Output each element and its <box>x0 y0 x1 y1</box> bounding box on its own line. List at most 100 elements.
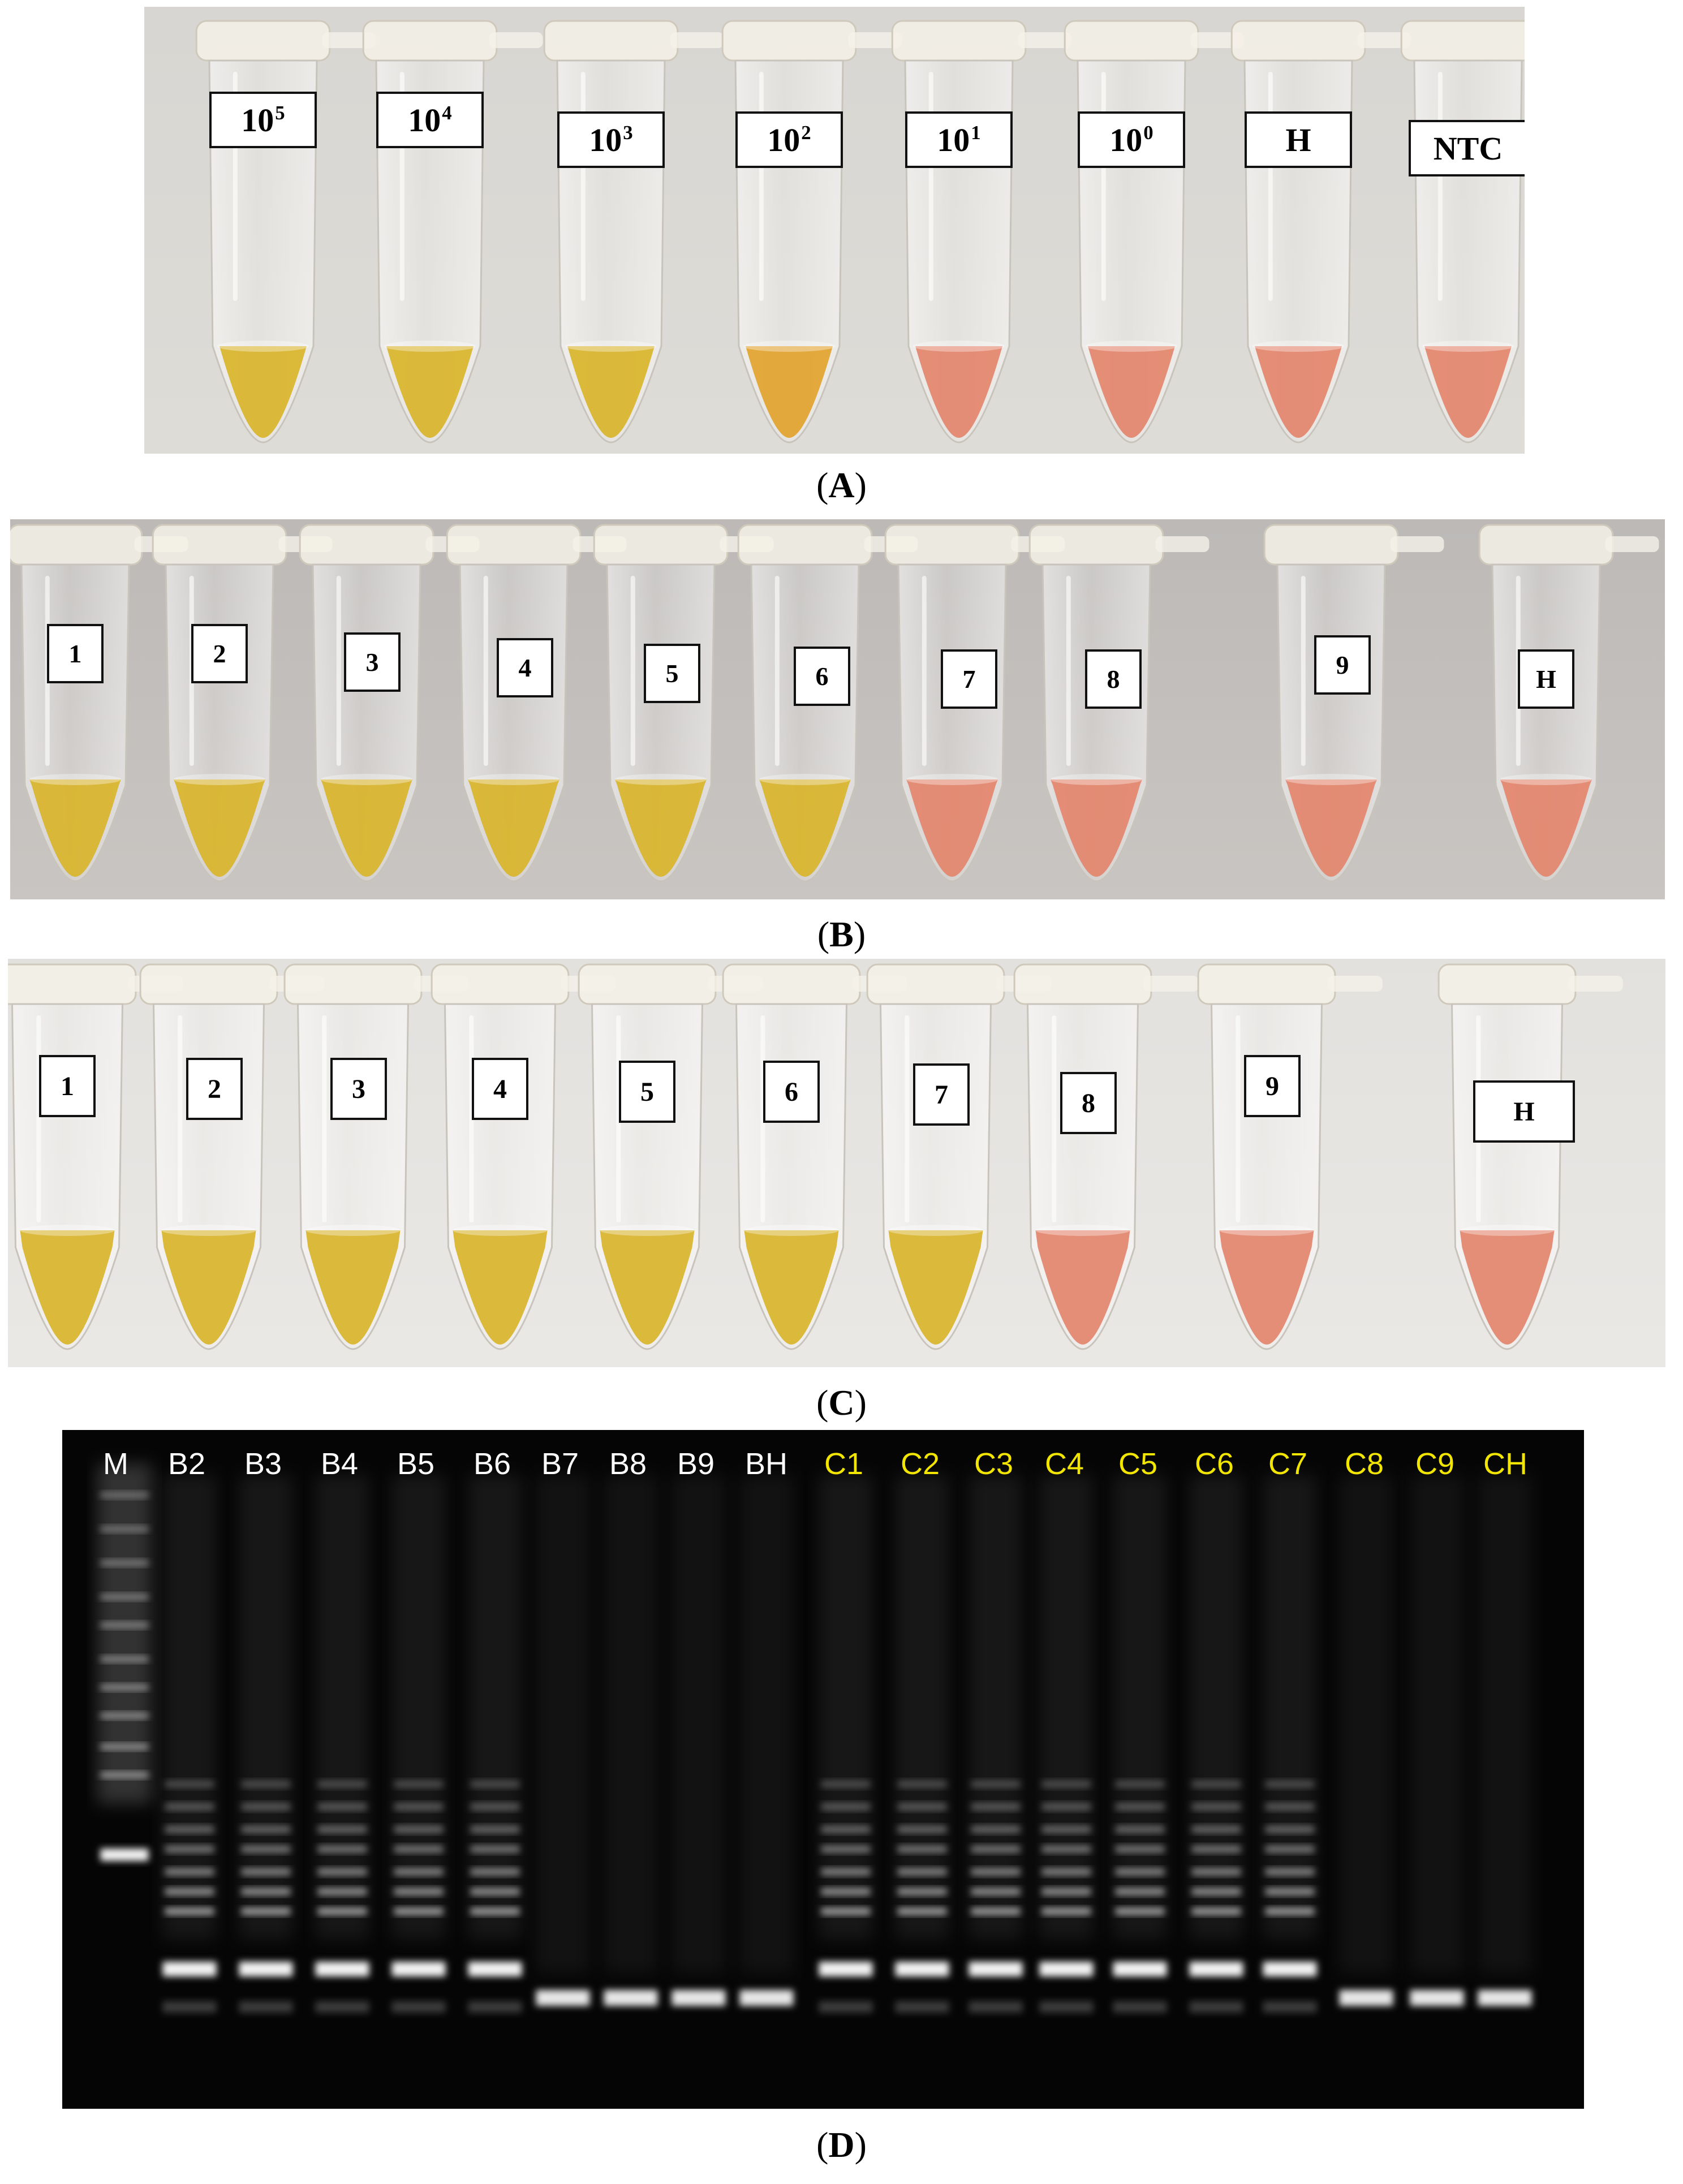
gel-lane-b2 <box>162 1475 217 2013</box>
panel-c-tube-label-9: 9 <box>1244 1055 1301 1117</box>
panel-b-liquid-3 <box>321 779 412 877</box>
panel-c-tube-label-8: 8 <box>1060 1072 1117 1134</box>
gel-lane-label-m: M <box>103 1447 128 1481</box>
gel-lane-b6 <box>468 1475 522 2013</box>
panel-c-tube-label-2: 2 <box>186 1058 243 1120</box>
panel-c-tube-label-3: 3 <box>330 1058 387 1120</box>
panel-c-tube-label-6: 6 <box>763 1061 820 1123</box>
panel-b-tube-label-3: 3 <box>344 632 401 692</box>
gel-lane-c8 <box>1339 1475 1393 2006</box>
panel-a-liquid-4 <box>743 346 835 438</box>
gel-lane-b3 <box>239 1475 293 2013</box>
gel-lane-label-bh: BH <box>745 1447 788 1481</box>
panel-c-tube-label-4: 4 <box>472 1058 528 1120</box>
panel-a-tube-label-1: 10 5 <box>209 92 317 148</box>
gel-lane-label-b8: B8 <box>609 1447 647 1481</box>
gel-lane-label-ch: CH <box>1483 1447 1527 1481</box>
panel-c-liquid-4 <box>453 1230 548 1345</box>
gel-lane-label-c3: C3 <box>974 1447 1014 1481</box>
panel-b-tube-8 <box>1028 524 1209 882</box>
panel-b-liquid-9 <box>1285 779 1377 877</box>
panel-a-tube-label-7: H <box>1245 111 1352 168</box>
panel-d-gel: M B2 B3 B4 B5 B6 B7 B8 B9 BH C1 C2 C3 C4 C5 C6 C7 C8 C9 CH <box>62 1430 1584 2109</box>
panel-a-liquid-2 <box>384 346 476 438</box>
panel-b-tube-label-1: 1 <box>47 624 104 683</box>
caption-b: (B) <box>817 914 866 954</box>
panel-c-liquid-2 <box>161 1230 256 1345</box>
gel-lane-b4 <box>315 1475 369 2013</box>
caption-c: (C) <box>816 1382 867 1423</box>
panel-c-tube-label-7: 7 <box>913 1063 970 1126</box>
gel-lane-c5 <box>1113 1475 1167 2013</box>
panel-a-liquid-3 <box>565 346 657 438</box>
gel-image <box>62 1430 1584 2109</box>
gel-lane-label-c6: C6 <box>1195 1447 1234 1481</box>
panel-a-liquid-6 <box>1086 346 1177 438</box>
gel-lane-label-b3: B3 <box>244 1447 282 1481</box>
gel-lane-m <box>97 1464 152 1861</box>
gel-lane-c3 <box>969 1475 1023 2013</box>
panel-a-tube-label-5: 10 1 <box>905 111 1013 168</box>
panel-b-liquid-7 <box>906 779 998 877</box>
gel-lane-c4 <box>1039 1475 1094 2013</box>
panel-b-tube-10 <box>1478 524 1659 882</box>
gel-lane-label-c4: C4 <box>1045 1447 1084 1481</box>
panel-b-liquid-10 <box>1500 779 1592 877</box>
panel-b-tube-label-2: 2 <box>191 624 248 683</box>
caption-a: (A) <box>816 465 867 505</box>
gel-lane-label-c8: C8 <box>1345 1447 1384 1481</box>
gel-lane-label-c7: C7 <box>1268 1447 1308 1481</box>
gel-lane-b7 <box>536 1475 590 2006</box>
gel-lane-label-b4: B4 <box>321 1447 359 1481</box>
panel-a-liquid-7 <box>1252 346 1344 438</box>
panel-c-tube-label-1: 1 <box>39 1055 96 1117</box>
gel-lane-label-c5: C5 <box>1118 1447 1158 1481</box>
panel-a-tube-label-6: 10 0 <box>1078 111 1185 168</box>
gel-lane-label-c9: C9 <box>1415 1447 1455 1481</box>
panel-c-liquid-6 <box>744 1230 839 1345</box>
gel-lane-c7 <box>1263 1475 1317 2013</box>
panel-b-liquid-8 <box>1051 779 1142 877</box>
gel-lane-ch <box>1478 1475 1532 2006</box>
gel-lane-c2 <box>895 1475 949 2013</box>
panel-a-tube-label-2: 10 4 <box>376 92 484 148</box>
panel-c-liquid-1 <box>20 1230 115 1345</box>
panel-b-tube-6 <box>737 524 918 882</box>
gel-lane-c9 <box>1410 1475 1464 2006</box>
gel-lane-c6 <box>1189 1475 1243 2013</box>
panel-c-tube-rack <box>8 959 1665 1367</box>
gel-lane-label-b9: B9 <box>677 1447 715 1481</box>
panel-b-liquid-5 <box>615 779 707 877</box>
gel-lane-label-c2: C2 <box>901 1447 940 1481</box>
panel-b-tube-label-4: 4 <box>497 638 553 697</box>
panel-b-liquid-1 <box>29 779 121 877</box>
panel-b-liquid-6 <box>759 779 851 877</box>
panel-c-liquid-5 <box>600 1230 695 1345</box>
panel-a-liquid-5 <box>913 346 1005 438</box>
gel-lane-bh <box>739 1475 794 2006</box>
panel-a-tube-label-3: 10 3 <box>557 111 665 168</box>
gel-lane-b8 <box>604 1475 658 2006</box>
panel-b-tube-label-10: H <box>1518 649 1574 709</box>
gel-lane-label-c1: C1 <box>824 1447 864 1481</box>
panel-b-tube-label-5: 5 <box>644 644 700 703</box>
panel-c-liquid-3 <box>305 1230 401 1345</box>
panel-b-tube-label-8: 8 <box>1085 649 1142 709</box>
gel-lane-label-b2: B2 <box>168 1447 206 1481</box>
gel-lane-label-b7: B7 <box>541 1447 579 1481</box>
panel-c-liquid-8 <box>1035 1230 1130 1345</box>
panel-a-photo: 10 5 10 4 10 3 10 2 10 1 10 0 H NTC <box>144 7 1525 454</box>
caption-d: (D) <box>816 2125 867 2165</box>
panel-b-liquid-4 <box>468 779 559 877</box>
panel-a-liquid-1 <box>217 346 309 438</box>
panel-a-tube-2 <box>362 20 543 443</box>
panel-b-liquid-2 <box>174 779 265 877</box>
gel-lane-c1 <box>819 1475 873 2013</box>
panel-b-tube-rack <box>10 519 1665 899</box>
panel-b-tube-label-6: 6 <box>794 647 850 706</box>
gel-lane-label-b6: B6 <box>474 1447 511 1481</box>
panel-a-tube-label-4: 10 2 <box>735 111 843 168</box>
panel-a-tube-rack <box>144 7 1525 454</box>
panel-c-tube-label-5: 5 <box>619 1061 675 1123</box>
panel-c-liquid-10 <box>1460 1230 1555 1345</box>
